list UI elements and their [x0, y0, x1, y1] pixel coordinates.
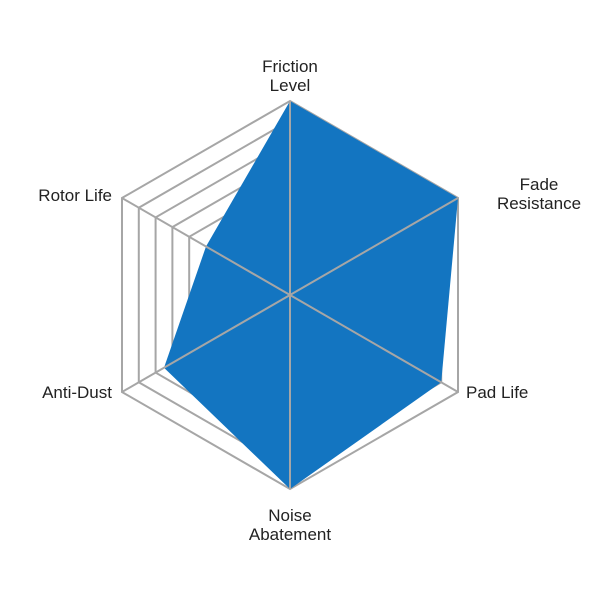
axis-label: Fade Resistance	[497, 175, 581, 213]
axis-label-line: Level	[270, 76, 311, 95]
axis-label: Noise Abatement	[249, 506, 331, 544]
axis-line	[121, 197, 291, 296]
axis-label-line: Pad Life	[466, 383, 528, 402]
axis-line	[289, 197, 459, 296]
data-area	[163, 101, 459, 489]
axis-label-line: Noise	[268, 506, 311, 525]
axis-line	[121, 294, 291, 393]
axis-label-line: Fade	[520, 175, 559, 194]
axis-label: Rotor Life	[38, 186, 112, 205]
axis-label: Anti-Dust	[42, 383, 112, 402]
axis-label-line: Resistance	[497, 194, 581, 213]
axis-label: Friction Level	[262, 57, 318, 95]
axis-label-line: Friction	[262, 57, 318, 76]
axis-label-line: Anti-Dust	[42, 383, 112, 402]
axis-line	[289, 294, 459, 393]
axis-label-line: Rotor Life	[38, 186, 112, 205]
axis-label: Pad Life	[466, 383, 528, 402]
axis-label-line: Abatement	[249, 525, 331, 544]
